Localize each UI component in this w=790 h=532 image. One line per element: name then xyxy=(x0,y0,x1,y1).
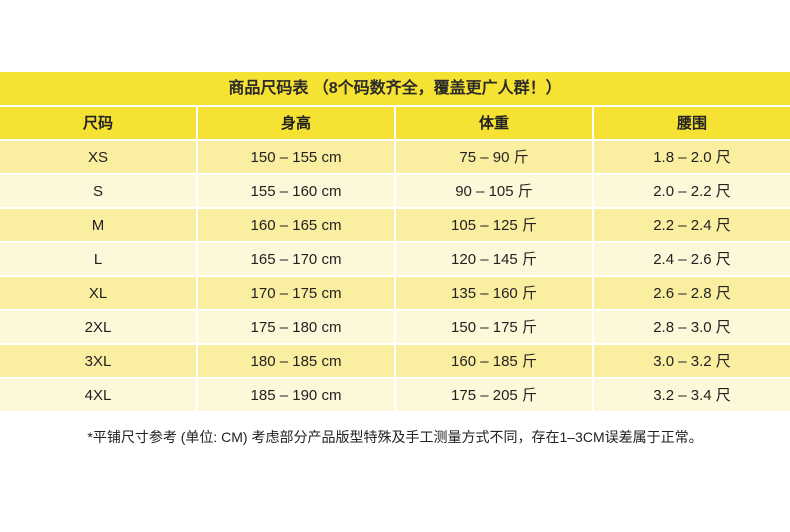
table-row: 2XL 175 – 180 cm 150 – 175 斤 2.8 – 3.0 尺 xyxy=(0,311,790,345)
size-note: *平铺尺寸参考 (单位: CM) 考虑部分产品版型特殊及手工测量方式不同，存在1… xyxy=(87,429,703,445)
table-row: L 165 – 170 cm 120 – 145 斤 2.4 – 2.6 尺 xyxy=(0,243,790,277)
cell-waist: 3.0 – 3.2 尺 xyxy=(653,353,731,370)
table-row: XL 170 – 175 cm 135 – 160 斤 2.6 – 2.8 尺 xyxy=(0,277,790,311)
cell-waist: 2.0 – 2.2 尺 xyxy=(653,183,731,200)
cell-weight: 105 – 125 斤 xyxy=(396,209,594,241)
cell-height: 160 – 165 cm xyxy=(198,209,396,241)
cell-waist: 1.8 – 2.0 尺 xyxy=(653,149,731,166)
cell-weight: 160 – 185 斤 xyxy=(396,345,594,377)
cell-weight: 75 – 90 斤 xyxy=(396,141,594,173)
cell-weight: 135 – 160 斤 xyxy=(396,277,594,309)
cell-height: 175 – 180 cm xyxy=(198,311,396,343)
cell-height: 165 – 170 cm xyxy=(198,243,396,275)
cell-height: 185 – 190 cm xyxy=(198,379,396,411)
cell-size: 2XL xyxy=(0,311,198,343)
cell-height: 180 – 185 cm xyxy=(198,345,396,377)
table-row: XS 150 – 155 cm 75 – 90 斤 1.8 – 2.0 尺 xyxy=(0,141,790,175)
table-row: M 160 – 165 cm 105 – 125 斤 2.2 – 2.4 尺 xyxy=(0,209,790,243)
cell-size: L xyxy=(0,243,198,275)
size-chart-table: 商品尺码表 （8个码数齐全，覆盖更广人群！） 尺码 身高 体重 腰围 XS 150… xyxy=(0,72,790,413)
cell-size: 3XL xyxy=(0,345,198,377)
cell-waist: 2.4 – 2.6 尺 xyxy=(653,251,731,268)
table-row: 3XL 180 – 185 cm 160 – 185 斤 3.0 – 3.2 尺 xyxy=(0,345,790,379)
table-row: S 155 – 160 cm 90 – 105 斤 2.0 – 2.2 尺 xyxy=(0,175,790,209)
table-title: 商品尺码表 （8个码数齐全，覆盖更广人群！） xyxy=(0,72,790,107)
header-size: 尺码 xyxy=(0,107,198,139)
cell-weight: 120 – 145 斤 xyxy=(396,243,594,275)
table-row: 4XL 185 – 190 cm 175 – 205 斤 3.2 – 3.4 尺 xyxy=(0,379,790,413)
cell-waist: 2.8 – 3.0 尺 xyxy=(653,319,731,336)
cell-height: 150 – 155 cm xyxy=(198,141,396,173)
cell-waist: 2.2 – 2.4 尺 xyxy=(653,217,731,234)
cell-size: 4XL xyxy=(0,379,198,411)
cell-size: M xyxy=(0,209,198,241)
cell-waist: 2.6 – 2.8 尺 xyxy=(653,285,731,302)
header-row: 尺码 身高 体重 腰围 xyxy=(0,107,790,141)
cell-size: XL xyxy=(0,277,198,309)
header-waist: 腰围 xyxy=(676,115,707,132)
cell-size: S xyxy=(0,175,198,207)
header-height: 身高 xyxy=(198,107,396,139)
cell-height: 170 – 175 cm xyxy=(198,277,396,309)
cell-weight: 175 – 205 斤 xyxy=(396,379,594,411)
cell-height: 155 – 160 cm xyxy=(198,175,396,207)
cell-size: XS xyxy=(0,141,198,173)
header-weight: 体重 xyxy=(396,107,594,139)
cell-weight: 90 – 105 斤 xyxy=(396,175,594,207)
cell-waist: 3.2 – 3.4 尺 xyxy=(653,387,731,404)
cell-weight: 150 – 175 斤 xyxy=(396,311,594,343)
